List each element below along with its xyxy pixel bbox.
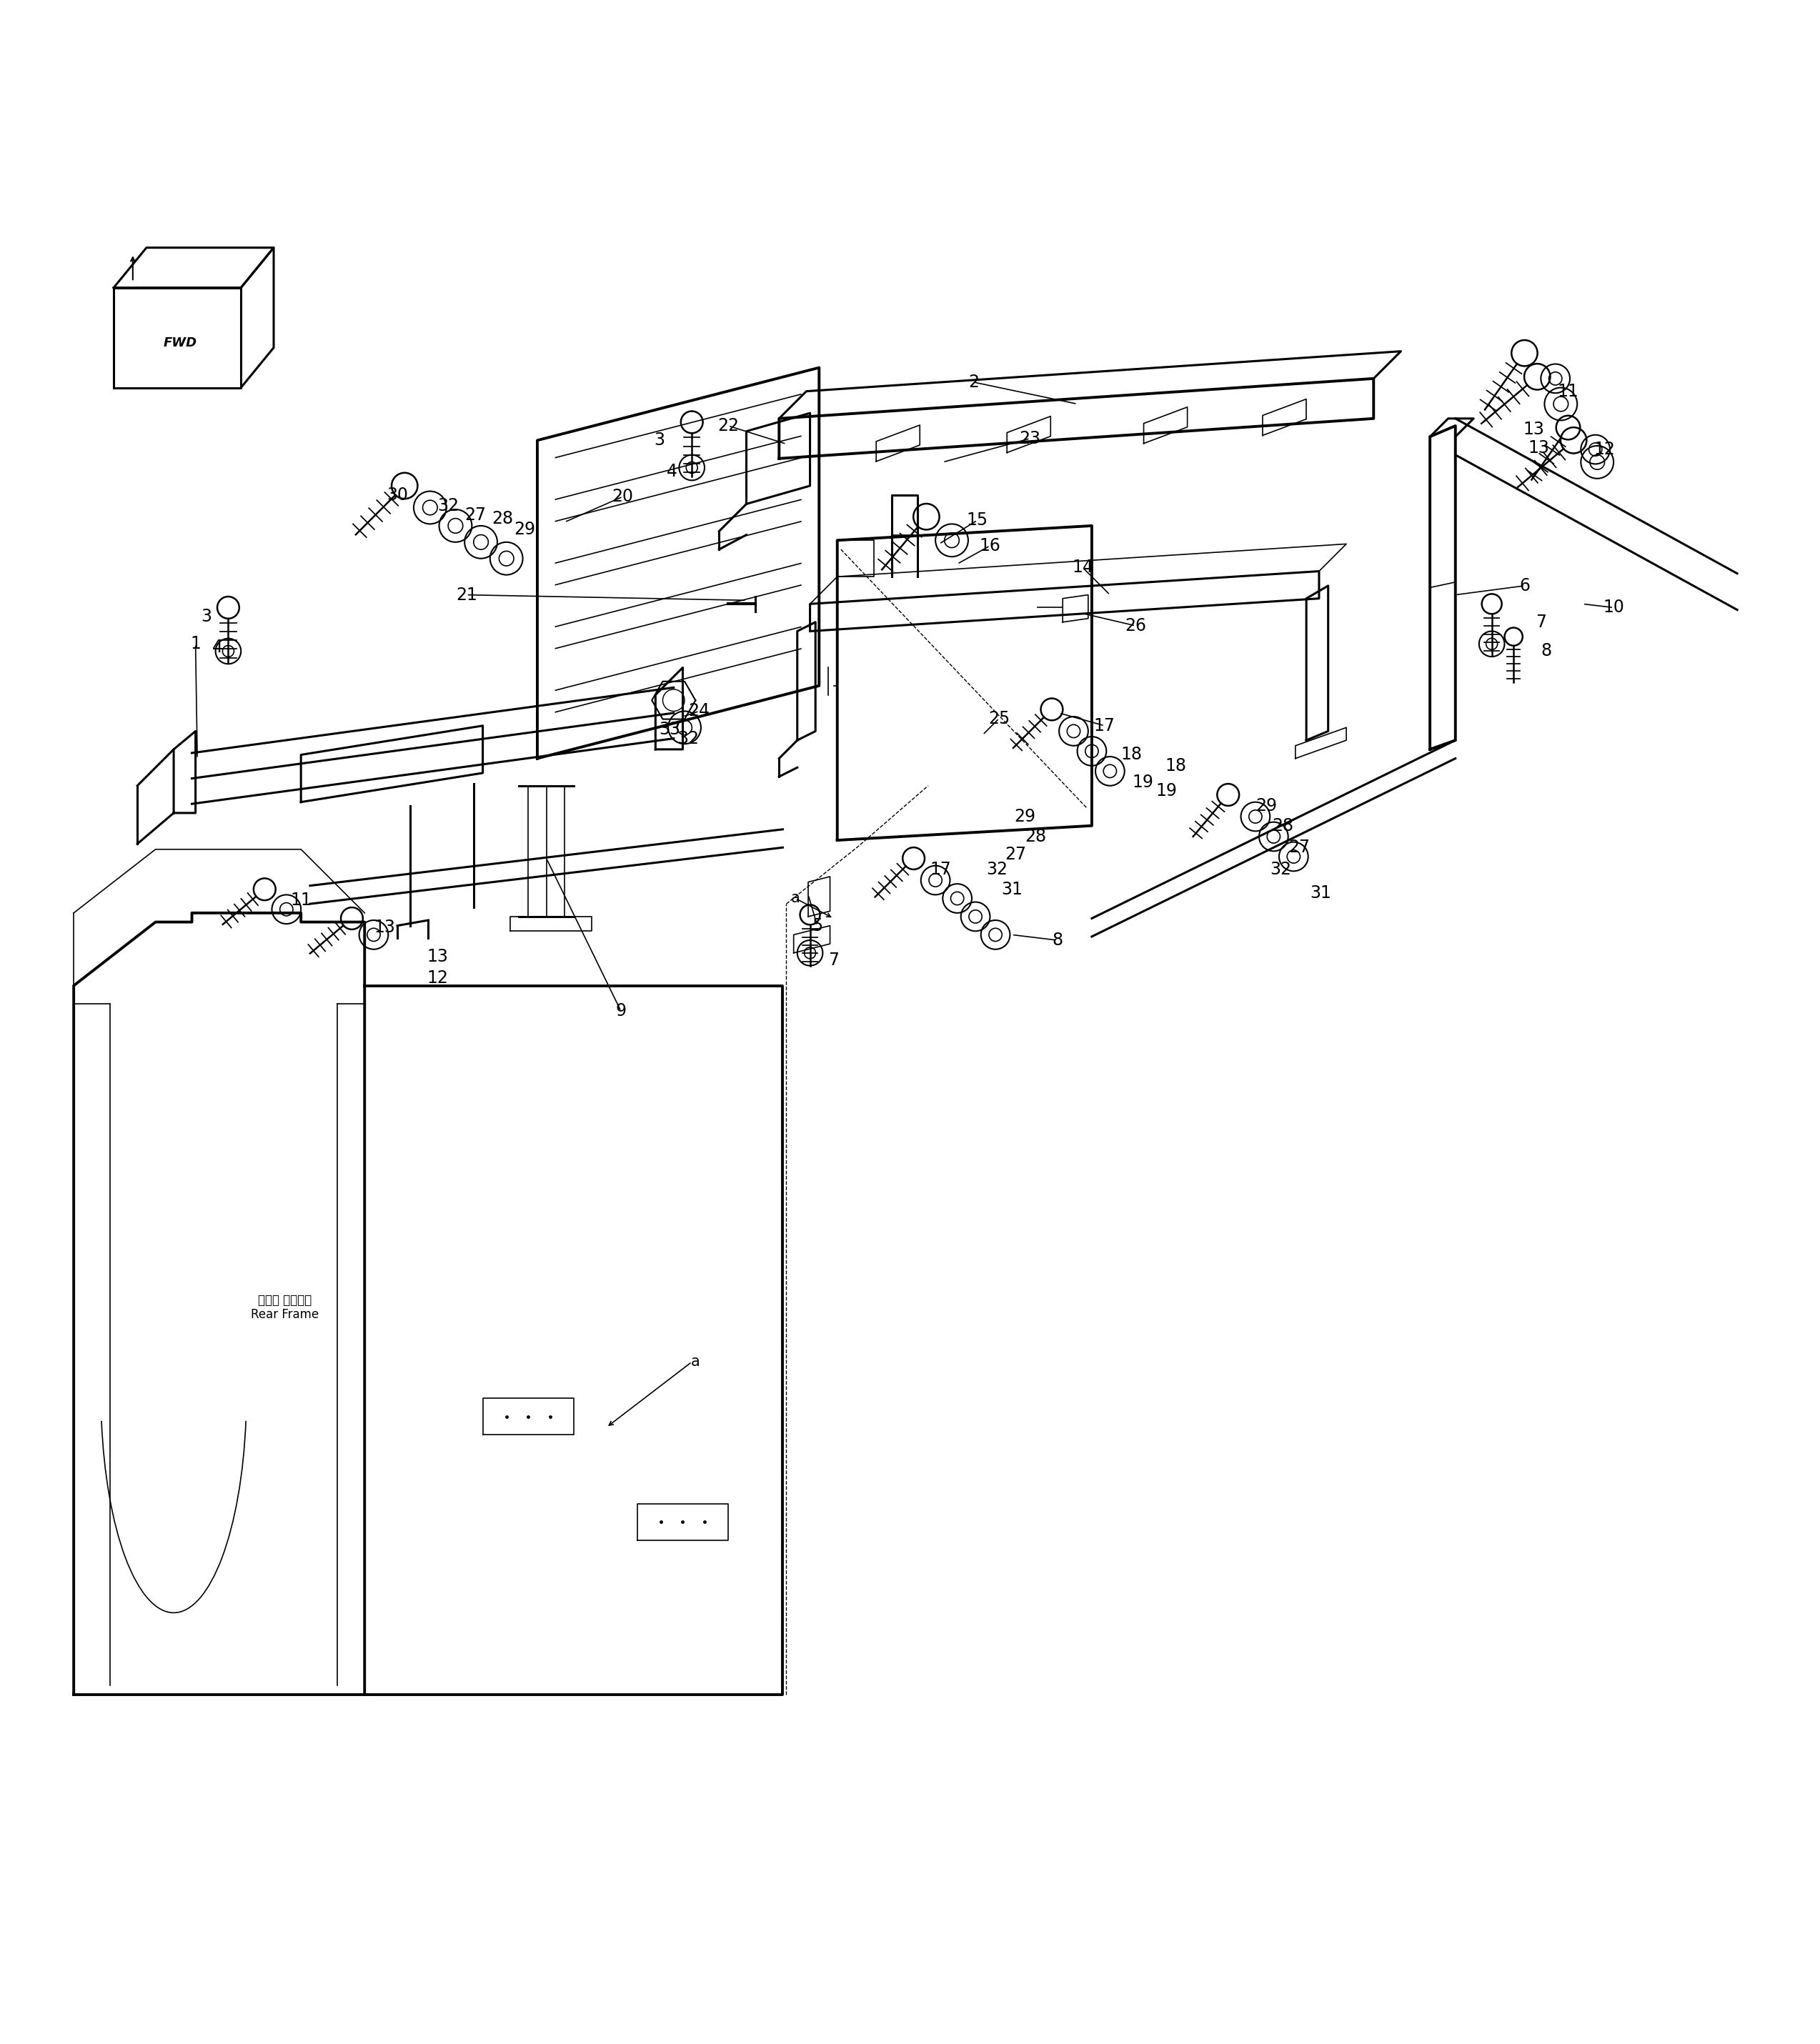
Text: 32: 32 <box>1270 861 1292 877</box>
Text: 5: 5 <box>812 918 823 934</box>
Text: 13: 13 <box>1529 439 1549 456</box>
Text: 27: 27 <box>464 507 486 523</box>
Text: 28: 28 <box>491 509 513 527</box>
Text: 33: 33 <box>659 722 681 738</box>
Text: 29: 29 <box>513 521 535 538</box>
Text: 7: 7 <box>828 953 839 969</box>
Text: 19: 19 <box>1132 773 1154 791</box>
Text: 27: 27 <box>1005 846 1026 863</box>
Text: 25: 25 <box>988 709 1010 728</box>
Text: 26: 26 <box>1125 617 1147 634</box>
Text: 31: 31 <box>1310 885 1332 901</box>
Text: 9: 9 <box>615 1002 626 1020</box>
Text: 12: 12 <box>426 969 448 987</box>
Text: 29: 29 <box>1014 807 1036 826</box>
Text: 32: 32 <box>677 730 699 746</box>
Text: 13: 13 <box>426 948 448 965</box>
Text: 16: 16 <box>979 538 1001 554</box>
Text: 28: 28 <box>1025 828 1046 844</box>
Text: 10: 10 <box>1603 599 1623 615</box>
Text: 29: 29 <box>1256 797 1278 814</box>
Text: 30: 30 <box>386 486 408 503</box>
Text: 32: 32 <box>437 497 459 515</box>
Text: a: a <box>692 1355 701 1369</box>
Text: 21: 21 <box>455 587 477 603</box>
Text: 3: 3 <box>653 431 664 450</box>
Text: 17: 17 <box>930 861 952 877</box>
Text: 4: 4 <box>211 640 222 656</box>
Text: 28: 28 <box>1272 818 1294 834</box>
Text: 2: 2 <box>968 374 979 390</box>
Text: 22: 22 <box>717 417 739 435</box>
Text: 15: 15 <box>966 511 988 529</box>
Text: 14: 14 <box>1072 558 1094 576</box>
Text: 19: 19 <box>1156 783 1178 799</box>
Text: 8: 8 <box>1542 642 1552 660</box>
Text: 6: 6 <box>1520 576 1531 595</box>
Text: 11: 11 <box>1558 382 1578 401</box>
Text: a: a <box>792 891 801 905</box>
Text: FWD: FWD <box>164 335 197 350</box>
Text: 7: 7 <box>1536 613 1547 632</box>
Text: 12: 12 <box>1594 442 1614 458</box>
Text: 24: 24 <box>688 703 710 719</box>
Text: 20: 20 <box>612 489 633 505</box>
Text: 3: 3 <box>200 607 211 625</box>
Text: 8: 8 <box>1052 932 1063 948</box>
Text: 32: 32 <box>986 861 1008 877</box>
Text: 4: 4 <box>666 462 677 480</box>
Text: 13: 13 <box>1523 421 1543 437</box>
Text: 18: 18 <box>1165 756 1187 775</box>
Text: 23: 23 <box>1019 429 1041 448</box>
Text: 18: 18 <box>1121 746 1143 762</box>
Text: 17: 17 <box>1094 717 1116 734</box>
Text: 31: 31 <box>1001 881 1023 897</box>
Text: 13: 13 <box>373 920 395 936</box>
Text: 27: 27 <box>1289 838 1310 856</box>
Text: 11: 11 <box>291 891 311 910</box>
Text: 1: 1 <box>191 636 200 652</box>
Text: リヤー フレーム
Rear Frame: リヤー フレーム Rear Frame <box>251 1294 319 1320</box>
